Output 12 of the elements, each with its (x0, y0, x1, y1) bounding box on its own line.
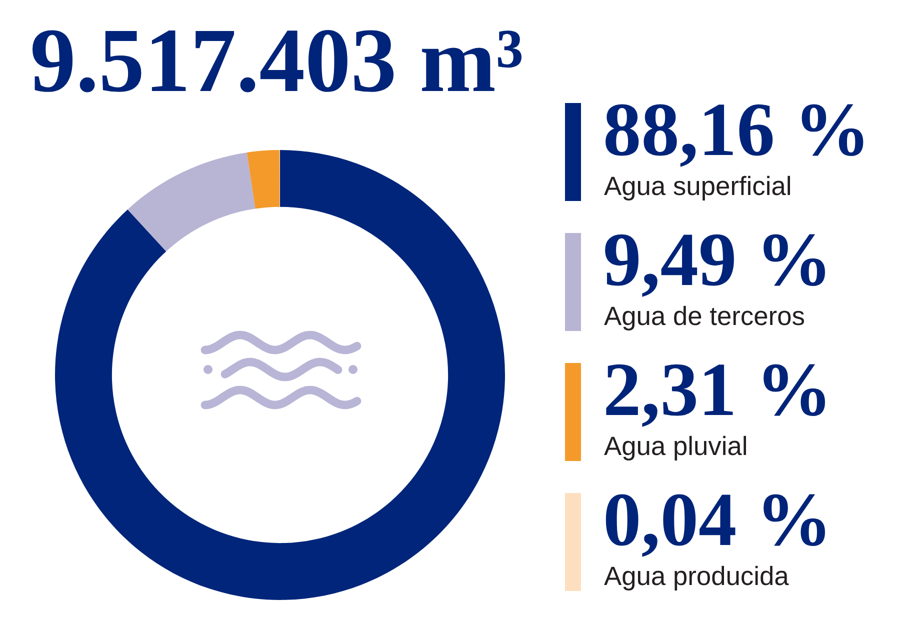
data-label: 2,31 % (606, 364, 826, 427)
legend-label: Agua producida (604, 566, 789, 590)
donut-slice (246, 150, 280, 209)
chart-title: 9.517.403 m³ (32, 30, 522, 92)
donut-slice (128, 152, 256, 252)
data-label: 88,16 % (606, 104, 864, 167)
data-label: 0,04 % (606, 494, 826, 557)
legend-label: Agua de terceros (604, 306, 804, 330)
data-label: 9,49 % (605, 234, 826, 297)
donut-slice (55, 150, 505, 600)
legend-label: Agua superficial (604, 176, 790, 200)
legend-label: Agua pluvial (604, 436, 746, 460)
